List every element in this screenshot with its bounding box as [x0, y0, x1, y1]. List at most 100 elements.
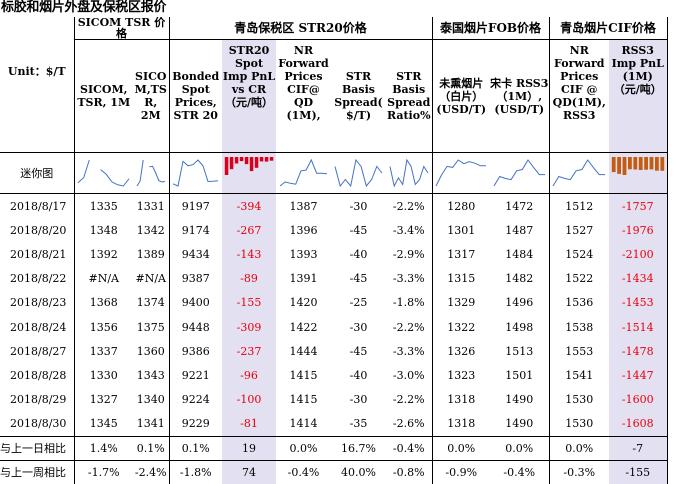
cell-nr-forward: 0.0% [276, 435, 331, 461]
cell-str-spread: -45 [349, 223, 368, 237]
cell-nr-forward-rss3: 1536 [565, 296, 594, 310]
cell-bonded: 9386 [181, 344, 210, 358]
table-row: 2018/8/22 #N/A #N/A 9387 -89 1391 -45 -3.3% 1315… [0, 266, 668, 291]
cell-nr-forward: 1415 [289, 368, 318, 382]
cell-str-spread: -25 [349, 296, 368, 310]
cell-bonded: 9221 [181, 368, 210, 382]
cell-str-spread: 40.0% [331, 459, 386, 484]
spark-bar [643, 157, 648, 170]
col-thai-rss: 未熏烟片 （白片） (USD/T) [432, 39, 490, 153]
spark-bar [649, 157, 654, 170]
cell-str-pnl: -96 [222, 363, 276, 388]
cell-sicom-1m: 1.4% [74, 435, 133, 461]
cell-bonded: 9197 [181, 199, 210, 213]
cell-thai-songka: 1496 [490, 290, 550, 315]
spark-bar [254, 157, 259, 168]
cell-nr-forward-rss3: 1524 [565, 247, 594, 261]
cell-sicom-2m: 1374 [133, 290, 170, 315]
sparkline-thai-songka [493, 159, 545, 187]
sparkline-str-spread [334, 158, 383, 188]
spark-line [334, 158, 383, 188]
cell-str-pnl: -237 [222, 339, 276, 364]
spark-line [435, 159, 487, 187]
cell-thai-songka: 1482 [490, 266, 550, 291]
cell-bonded: 9174 [181, 223, 210, 237]
cell-thai-songka: 1501 [490, 363, 550, 388]
cell-date: 2018/8/29 [0, 387, 75, 412]
sparkline-str-ratio [389, 158, 429, 188]
cell-sicom-2m: 1340 [133, 387, 170, 412]
cell-nr-forward: -0.4% [276, 459, 331, 484]
table-row: 2018/8/24 1356 1375 9448 -309 1422 -30 -2.2% 132… [0, 314, 668, 340]
cell-date: 2018/8/22 [0, 266, 75, 291]
cell-rss3-pnl: -7 [609, 435, 668, 461]
spark-line [279, 158, 328, 187]
table-row: 2018/8/27 1337 1360 9386 -237 1444 -45 -3.3% 132… [0, 339, 668, 364]
cell-bonded: 9448 [181, 320, 210, 334]
col-bonded: Bonded Spot Prices, STR 20 [169, 39, 222, 153]
sparkline-label: 迷你图 [0, 152, 75, 194]
cell-rss3-pnl: -1608 [609, 411, 668, 437]
cell-sicom-1m: 1348 [89, 223, 118, 237]
spark-line [77, 159, 130, 187]
cell-date: 2018/8/28 [0, 363, 75, 388]
cell-str-spread: 16.7% [331, 435, 386, 461]
spark-line [173, 159, 219, 187]
cell-str-pnl: -309 [222, 314, 276, 340]
table-row: 2018/8/29 1327 1340 9224 -100 1415 -30 -2.2% 131… [0, 387, 668, 412]
group-qd: 青岛烟片CIF价格 [549, 17, 668, 40]
cell-date: 与上一周相比 [0, 459, 75, 484]
cell-thai-rss: -0.9% [432, 459, 490, 484]
cell-str-ratio: -2.2% [386, 314, 433, 340]
sparkline-sicom-1m [77, 159, 130, 187]
cell-rss3-pnl: -1757 [609, 193, 668, 219]
cell-sicom-2m: 1343 [133, 363, 170, 388]
cell-sicom-2m: 1375 [133, 314, 170, 340]
cell-thai-songka: 1484 [490, 242, 550, 267]
cell-nr-forward-rss3: 0.0% [549, 435, 609, 461]
cell-thai-songka: -0.4% [490, 459, 550, 484]
cell-sicom-1m: 1330 [89, 368, 118, 382]
spark-line [389, 158, 429, 188]
cell-nr-forward: 1414 [289, 417, 318, 431]
table-row: 2018/8/28 1330 1343 9221 -96 1415 -40 -3.0% 1323… [0, 363, 668, 388]
cell-sicom-1m: 1368 [89, 296, 118, 310]
sparkline-str-pnl [224, 157, 274, 175]
spark-bar [269, 157, 274, 161]
cell-nr-forward: 1391 [289, 272, 318, 286]
cell-nr-forward: 1387 [289, 199, 318, 213]
cell-thai-rss: 1323 [447, 368, 476, 382]
group-str20: 青岛保税区 STR20价格 [169, 17, 433, 40]
cell-thai-rss: 1322 [447, 320, 476, 334]
cell-date: 2018/8/24 [0, 314, 75, 340]
table-row: 2018/8/20 1348 1342 9174 -267 1396 -45 -3.4% 130… [0, 218, 668, 243]
cell-nr-forward-rss3: -0.3% [549, 459, 609, 484]
spark-line [552, 159, 606, 187]
cell-str-ratio: -3.4% [386, 218, 433, 243]
cell-str-ratio: -2.9% [386, 242, 433, 267]
col-rss3-pnl: RSS3 Imp PnL (1M) （元/吨） [609, 39, 668, 153]
cell-nr-forward-rss3: 1530 [565, 393, 594, 407]
cell-date: 2018/8/21 [0, 242, 75, 267]
cell-sicom-1m: 1335 [89, 199, 118, 213]
col-str-pnl: STR20 Spot Imp PnL vs CR（元/吨） [222, 39, 276, 153]
cell-sicom-2m: 0.1% [133, 435, 170, 461]
cell-thai-rss: 1326 [447, 344, 476, 358]
cell-rss3-pnl: -1478 [609, 339, 668, 364]
col-nr-forward: NR Forward Prices CIF@ QD (1M), [276, 39, 331, 153]
cell-str-ratio: -3.0% [386, 363, 433, 388]
cell-thai-songka: 1490 [490, 411, 550, 437]
cell-rss3-pnl: -1434 [609, 266, 668, 291]
cell-str-ratio: -2.2% [386, 193, 433, 219]
cell-date: 2018/8/23 [0, 290, 75, 315]
cell-sicom-2m: 1389 [133, 242, 170, 267]
cell-sicom-1m: #N/A [88, 272, 120, 286]
sparkline-sicom-2m [136, 159, 165, 187]
cell-str-spread: -30 [349, 199, 368, 213]
cell-bonded: 0.1% [169, 435, 222, 461]
spark-bar [249, 157, 254, 172]
spark-bar [264, 157, 269, 162]
cell-nr-forward-rss3: 1512 [565, 199, 594, 213]
cell-str-pnl: -155 [222, 290, 276, 315]
cell-str-pnl: -89 [222, 266, 276, 291]
